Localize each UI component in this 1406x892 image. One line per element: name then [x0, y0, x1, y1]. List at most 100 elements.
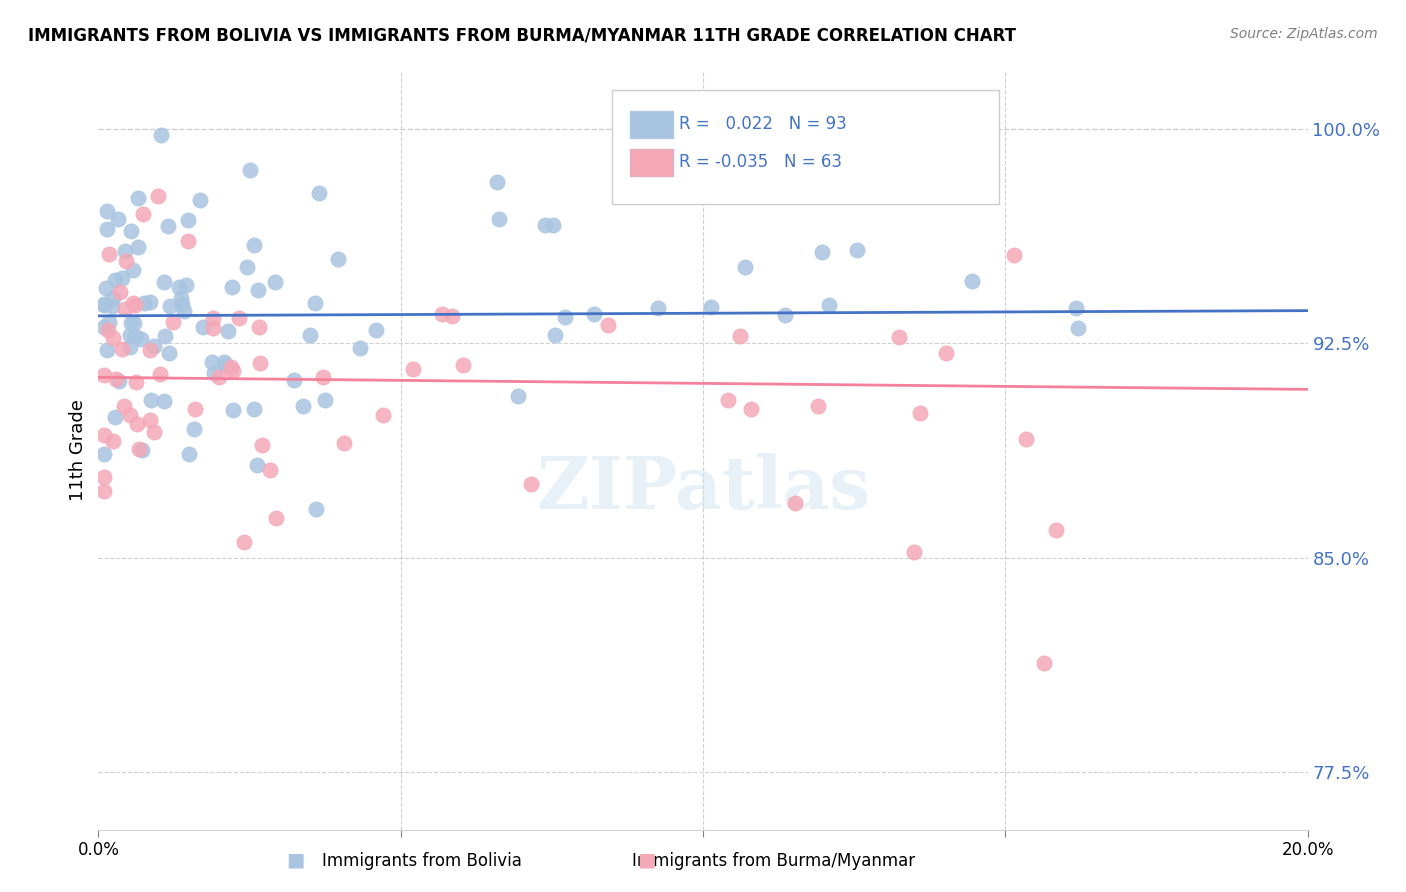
- Point: [960, 274, 983, 288]
- Point: [332, 436, 354, 450]
- Point: [215, 358, 238, 372]
- Text: R =   0.022   N = 93: R = 0.022 N = 93: [679, 115, 846, 134]
- Point: [201, 354, 224, 368]
- Point: [155, 329, 177, 343]
- Point: [124, 329, 146, 343]
- Point: [118, 340, 141, 354]
- Point: [453, 358, 475, 372]
- Point: [291, 399, 314, 413]
- Point: [101, 299, 124, 313]
- Point: [124, 298, 146, 312]
- Point: [228, 310, 250, 325]
- Point: [93, 470, 115, 484]
- Text: Immigrants from Burma/Myanmar: Immigrants from Burma/Myanmar: [631, 852, 915, 870]
- Point: [366, 323, 388, 337]
- Point: [243, 402, 266, 417]
- Point: [202, 311, 225, 326]
- Point: [283, 373, 305, 387]
- Point: [132, 207, 155, 221]
- Point: [173, 303, 195, 318]
- Point: [252, 438, 274, 452]
- Point: [152, 393, 174, 408]
- Point: [122, 316, 145, 330]
- Point: [129, 332, 152, 346]
- Point: [233, 535, 256, 549]
- Point: [217, 325, 239, 339]
- Point: [1045, 523, 1067, 537]
- Point: [402, 362, 425, 376]
- FancyBboxPatch shape: [630, 149, 672, 176]
- Text: IMMIGRANTS FROM BOLIVIA VS IMMIGRANTS FROM BURMA/MYANMAR 11TH GRADE CORRELATION : IMMIGRANTS FROM BOLIVIA VS IMMIGRANTS FR…: [28, 27, 1017, 45]
- Point: [107, 211, 129, 226]
- Point: [93, 447, 115, 461]
- Point: [156, 219, 179, 233]
- Text: Source: ZipAtlas.com: Source: ZipAtlas.com: [1230, 27, 1378, 41]
- Point: [183, 422, 205, 436]
- Y-axis label: 11th Grade: 11th Grade: [69, 400, 87, 501]
- Point: [371, 409, 394, 423]
- Point: [887, 329, 910, 343]
- Point: [212, 355, 235, 369]
- Point: [935, 346, 957, 360]
- Point: [314, 392, 336, 407]
- Point: [125, 417, 148, 431]
- Point: [440, 309, 463, 323]
- Point: [263, 275, 285, 289]
- Point: [222, 364, 245, 378]
- Point: [104, 372, 127, 386]
- Point: [782, 178, 804, 192]
- Point: [204, 366, 226, 380]
- Point: [120, 328, 142, 343]
- Point: [152, 276, 174, 290]
- Point: [903, 545, 925, 559]
- Text: ZIPatlas: ZIPatlas: [536, 453, 870, 524]
- Point: [222, 403, 245, 417]
- Point: [93, 428, 115, 442]
- Point: [775, 308, 797, 322]
- Point: [534, 219, 557, 233]
- Point: [131, 442, 153, 457]
- Point: [139, 294, 162, 309]
- Point: [305, 502, 328, 516]
- Point: [114, 244, 136, 258]
- Point: [176, 213, 198, 227]
- Point: [432, 307, 454, 321]
- Point: [208, 370, 231, 384]
- Point: [184, 402, 207, 417]
- Text: ■: ■: [285, 851, 305, 870]
- Point: [103, 434, 125, 448]
- Point: [122, 263, 145, 277]
- Point: [169, 280, 191, 294]
- Point: [188, 194, 211, 208]
- Point: [221, 279, 243, 293]
- Point: [177, 235, 200, 249]
- Point: [103, 331, 125, 345]
- Point: [1067, 321, 1090, 335]
- Point: [170, 291, 193, 305]
- Point: [96, 203, 118, 218]
- Point: [125, 375, 148, 389]
- Point: [98, 315, 121, 329]
- Point: [249, 356, 271, 370]
- Point: [740, 402, 762, 417]
- Point: [785, 496, 807, 510]
- Point: [111, 343, 134, 357]
- Point: [312, 369, 335, 384]
- Text: R = -0.035   N = 63: R = -0.035 N = 63: [679, 153, 842, 171]
- Point: [120, 316, 142, 330]
- Point: [308, 186, 330, 201]
- Point: [148, 367, 170, 381]
- Point: [121, 296, 143, 310]
- Point: [488, 211, 510, 226]
- Point: [96, 221, 118, 235]
- Point: [128, 240, 150, 254]
- Point: [247, 283, 270, 297]
- Point: [543, 327, 565, 342]
- Point: [658, 118, 681, 132]
- Point: [201, 320, 224, 334]
- Point: [94, 281, 117, 295]
- Point: [221, 359, 243, 374]
- Point: [139, 413, 162, 427]
- Point: [115, 253, 138, 268]
- Point: [97, 323, 120, 337]
